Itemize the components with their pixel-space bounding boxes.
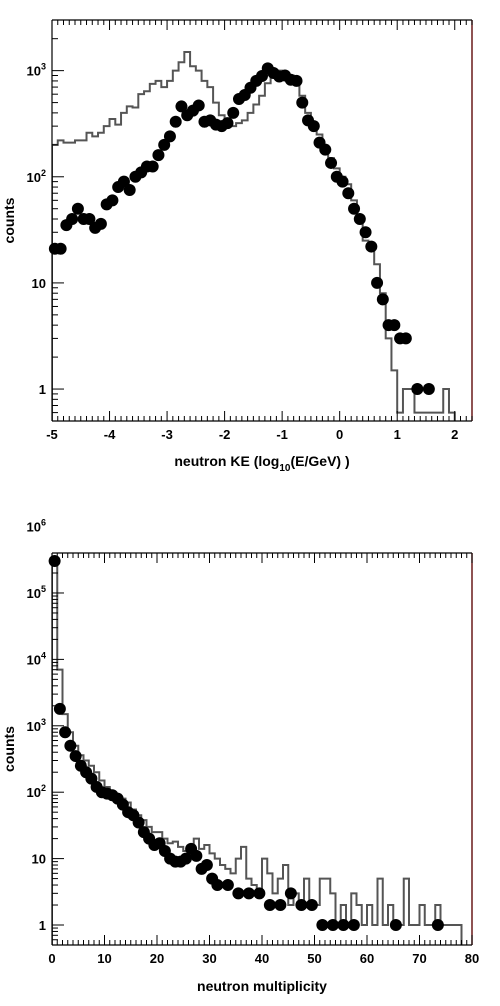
data-point <box>106 194 119 207</box>
y-tick-label: 104 <box>27 650 46 667</box>
x-tick-label: -2 <box>219 427 231 442</box>
x-tick-label: -4 <box>104 427 116 442</box>
data-point <box>221 879 234 892</box>
data-point <box>371 276 384 289</box>
data-point <box>132 816 145 829</box>
x-tick-label: -5 <box>46 427 58 442</box>
data-point <box>389 919 402 932</box>
data-point <box>319 143 332 156</box>
x-axis-label: neutron KE (log10(E/GeV) ) <box>174 453 349 474</box>
x-axis-label: neutron multiplicity <box>197 978 327 994</box>
y-tick-label: 103 <box>27 717 46 734</box>
y-tick-label: 1 <box>39 382 46 397</box>
y-tick-label: 10 <box>32 852 46 867</box>
data-point <box>83 213 96 226</box>
y-axis-label: counts <box>1 726 17 772</box>
data-point <box>200 859 213 872</box>
y-tick-label: 103 <box>27 62 46 79</box>
x-tick-label: 80 <box>465 951 479 966</box>
histogram-series <box>52 50 456 421</box>
data-point <box>325 156 338 169</box>
data-point <box>296 96 309 109</box>
x-tick-label: 10 <box>97 951 111 966</box>
data-point <box>388 319 401 332</box>
data-point <box>179 852 192 865</box>
x-tick-label: 2 <box>451 427 458 442</box>
x-tick-label: -3 <box>161 427 173 442</box>
y-tick-label: 1 <box>39 918 46 933</box>
data-point <box>305 899 318 912</box>
x-tick-label: 0 <box>336 427 343 442</box>
data-point <box>232 887 245 900</box>
data-point <box>365 240 378 253</box>
x-tick-label: -1 <box>276 427 288 442</box>
data-point <box>53 702 66 715</box>
data-point <box>316 919 329 932</box>
x-tick-label: 30 <box>202 951 216 966</box>
data-point <box>336 175 349 188</box>
data-point <box>342 187 355 200</box>
data-point <box>307 120 320 133</box>
data-point <box>290 74 303 87</box>
y-tick-label: 10 <box>32 276 46 291</box>
data-point <box>190 849 203 862</box>
data-point <box>348 202 361 215</box>
x-tick-label: 50 <box>307 951 321 966</box>
x-tick-label: 20 <box>150 951 164 966</box>
data-point <box>431 919 444 932</box>
data-point <box>69 750 82 763</box>
data-point <box>411 383 424 396</box>
data-point <box>71 202 84 215</box>
x-tick-label: 40 <box>255 951 269 966</box>
data-point <box>163 130 176 143</box>
data-point <box>146 160 159 173</box>
data-point <box>263 899 276 912</box>
data-point <box>284 887 297 900</box>
data-point <box>123 184 136 197</box>
data-point <box>59 726 72 739</box>
data-point <box>227 106 240 119</box>
data-point <box>253 887 266 900</box>
histogram-series <box>52 560 463 945</box>
y-tick-label: 106 <box>27 518 46 535</box>
x-tick-label: 1 <box>394 427 401 442</box>
data-point <box>117 175 130 188</box>
data-point <box>152 149 165 162</box>
data-point <box>295 899 308 912</box>
y-tick-label: 105 <box>27 584 46 601</box>
x-tick-label: 0 <box>48 951 55 966</box>
data-point <box>158 138 171 151</box>
data-point <box>353 213 366 226</box>
data-point <box>169 115 182 128</box>
data-point <box>66 213 79 226</box>
data-point <box>337 919 350 932</box>
data-point <box>274 899 287 912</box>
y-tick-label: 102 <box>27 168 46 185</box>
data-point <box>326 919 339 932</box>
x-tick-label: 70 <box>412 951 426 966</box>
data-point <box>192 99 205 112</box>
data-point <box>422 383 435 396</box>
x-tick-label: 60 <box>360 951 374 966</box>
data-point <box>175 100 188 113</box>
data-point <box>242 887 255 900</box>
y-axis-label: counts <box>1 197 17 243</box>
data-point <box>64 739 77 752</box>
data-point <box>359 226 372 239</box>
data-point <box>211 879 224 892</box>
data-point <box>376 293 389 306</box>
data-point <box>54 242 67 255</box>
data-point <box>221 117 234 130</box>
data-point <box>94 217 107 230</box>
data-point <box>399 332 412 345</box>
y-tick-label: 102 <box>27 783 46 800</box>
data-point <box>347 919 360 932</box>
energy-spectrum-panel: -5 -4 -3 -2 -1 0 1 2 1 10 102 103 neutron KE (log10(… <box>1 19 473 474</box>
multiplicity-panel: 0 10 20 30 40 50 60 70 80 1 10 102 103 104 105 106 neutr… <box>1 518 479 994</box>
